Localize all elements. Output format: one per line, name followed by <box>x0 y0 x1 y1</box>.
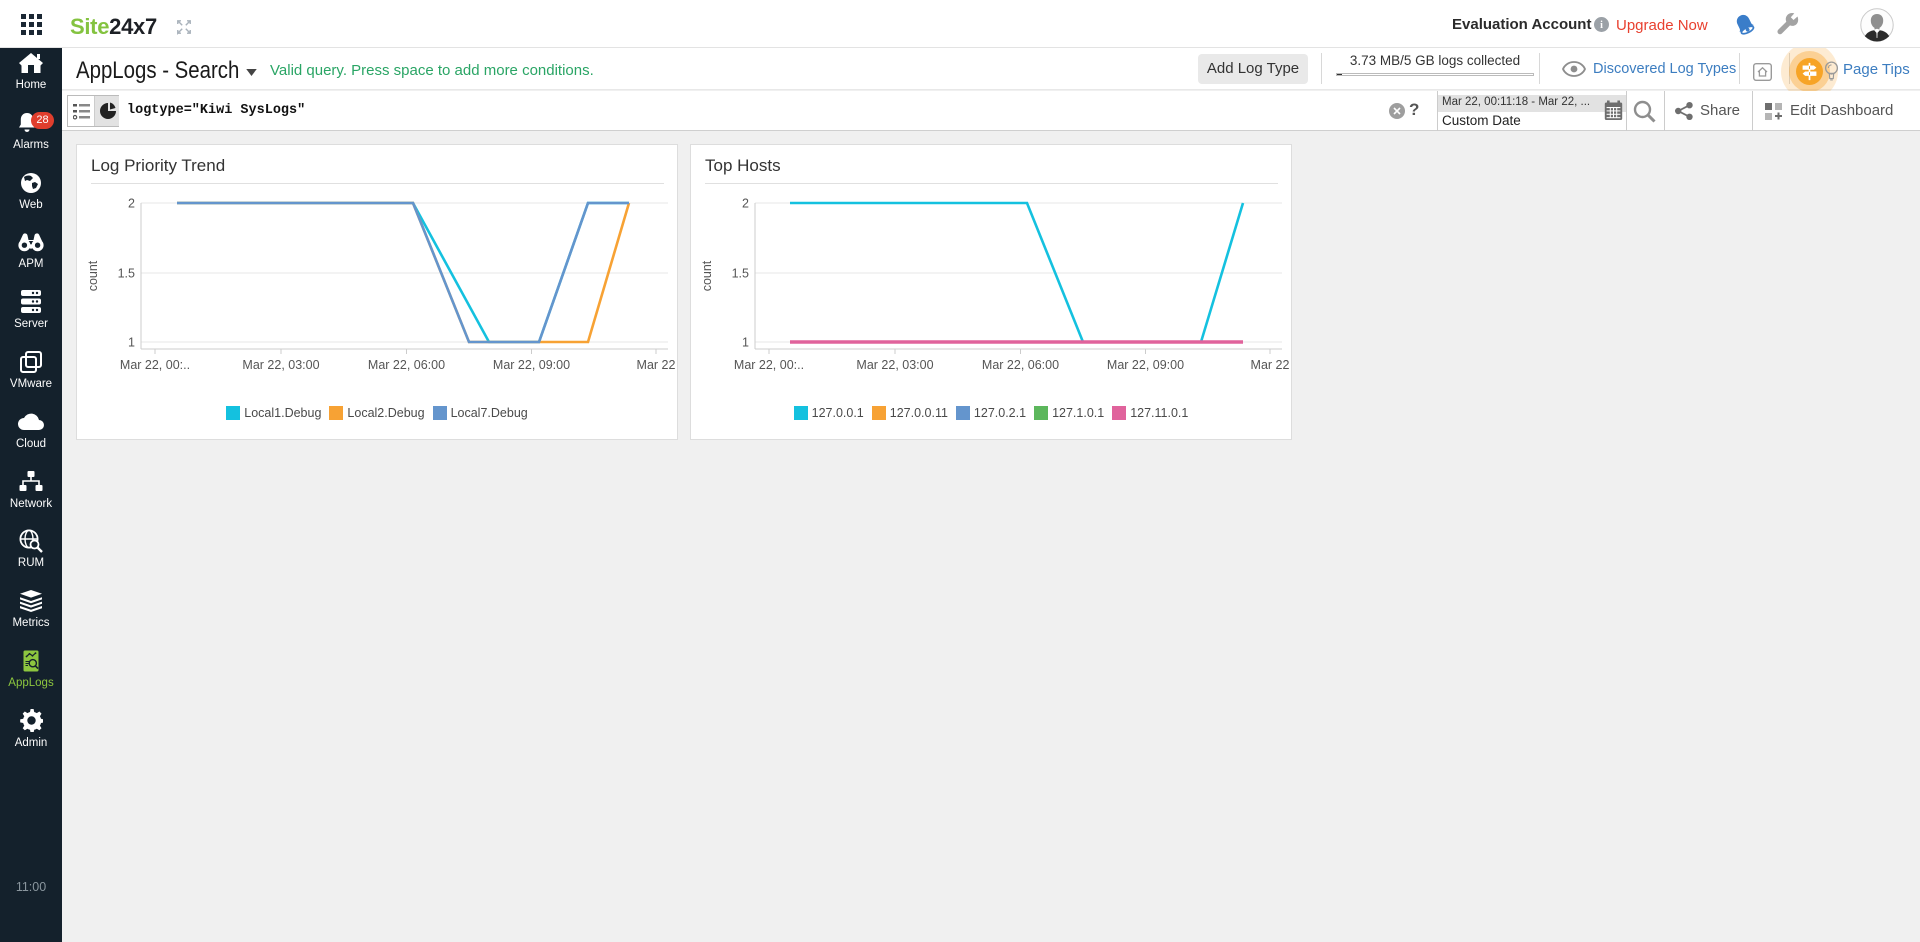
svg-text:count: count <box>700 260 714 291</box>
svg-text:Mar 22, 03:00: Mar 22, 03:00 <box>242 358 319 372</box>
svg-text:Mar 22: Mar 22 <box>637 358 676 372</box>
svg-text:Mar 22, 06:00: Mar 22, 06:00 <box>368 358 445 372</box>
svg-text:i: i <box>1600 20 1603 31</box>
svg-text:1: 1 <box>128 336 135 350</box>
svg-text:Mar 22, 09:00: Mar 22, 09:00 <box>493 358 570 372</box>
svg-text:Mar 22, 00:..: Mar 22, 00:.. <box>120 358 190 372</box>
svg-text:1: 1 <box>742 336 749 350</box>
svg-text:1.5: 1.5 <box>118 267 135 281</box>
svg-text:Mar 22, 03:00: Mar 22, 03:00 <box>856 358 933 372</box>
svg-text:Mar 22, 09:00: Mar 22, 09:00 <box>1107 358 1184 372</box>
svg-text:1.5: 1.5 <box>732 267 749 281</box>
svg-text:Mar 22: Mar 22 <box>1251 358 1290 372</box>
svg-text:2: 2 <box>128 197 135 211</box>
svg-text:2: 2 <box>742 197 749 211</box>
svg-text:Mar 22, 06:00: Mar 22, 06:00 <box>982 358 1059 372</box>
svg-text:count: count <box>86 260 100 291</box>
svg-text:Mar 22, 00:..: Mar 22, 00:.. <box>734 358 804 372</box>
